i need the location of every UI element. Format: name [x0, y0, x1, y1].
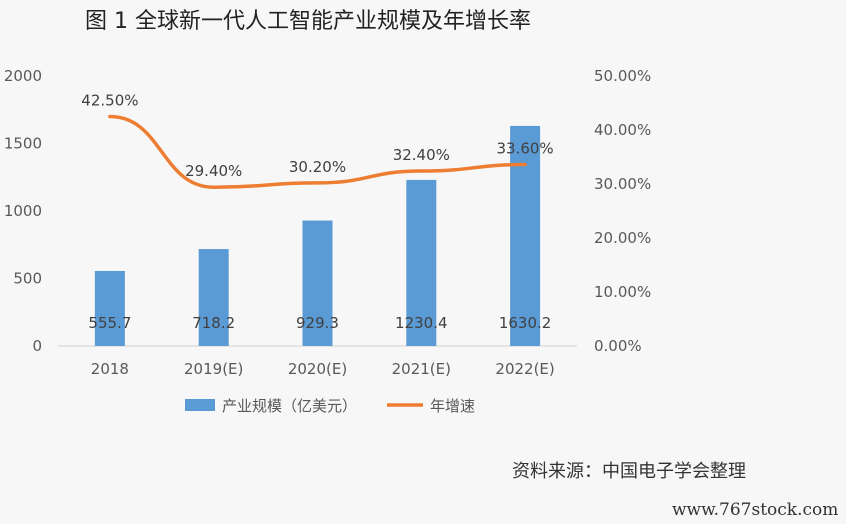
x-tick-label: 2018: [91, 360, 129, 378]
bar: [510, 125, 541, 346]
bar-value-label: 1230.4: [395, 314, 448, 332]
line-value-label: 33.60%: [496, 140, 553, 158]
x-tick-label: 2022(E): [495, 360, 554, 378]
x-tick-label: 2019(E): [184, 360, 243, 378]
y-left-tick-label: 1000: [4, 202, 42, 220]
bar: [94, 270, 125, 346]
legend-line-label: 年增速: [430, 397, 475, 415]
y-left-tick-label: 0: [32, 337, 42, 355]
y-right-tick-label: 0.00%: [594, 337, 642, 355]
y-left-tick-label: 1500: [4, 135, 42, 153]
bar: [302, 220, 333, 346]
chart-title: 图 1 全球新一代人工智能产业规模及年增长率: [85, 9, 531, 34]
legend-bar-swatch: [185, 399, 215, 411]
y-left-tick-label: 2000: [4, 67, 42, 85]
bar-value-label: 555.7: [88, 314, 131, 332]
bar-value-label: 1630.2: [499, 314, 552, 332]
line-value-label: 42.50%: [81, 92, 138, 110]
line-value-label: 30.20%: [289, 158, 346, 176]
x-tick-label: 2020(E): [288, 360, 347, 378]
x-tick-label: 2021(E): [392, 360, 451, 378]
legend-bar-label: 产业规模（亿美元）: [222, 397, 357, 415]
y-left-tick-label: 500: [13, 270, 42, 288]
y-right-tick-label: 20.00%: [594, 229, 651, 247]
source-note: 资料来源：中国电子学会整理: [512, 461, 746, 482]
bar-value-label: 718.2: [192, 314, 235, 332]
watermark: www.767stock.com: [672, 500, 838, 520]
y-right-tick-label: 30.00%: [594, 175, 651, 193]
line-value-label: 32.40%: [393, 146, 450, 164]
line-value-label: 29.40%: [185, 162, 242, 180]
y-right-tick-label: 40.00%: [594, 121, 651, 139]
y-right-tick-label: 50.00%: [594, 67, 651, 85]
bar: [406, 179, 437, 346]
growth-line: [108, 114, 527, 189]
bar-value-label: 929.3: [296, 314, 339, 332]
bar: [198, 249, 229, 346]
y-right-tick-label: 10.00%: [594, 283, 651, 301]
